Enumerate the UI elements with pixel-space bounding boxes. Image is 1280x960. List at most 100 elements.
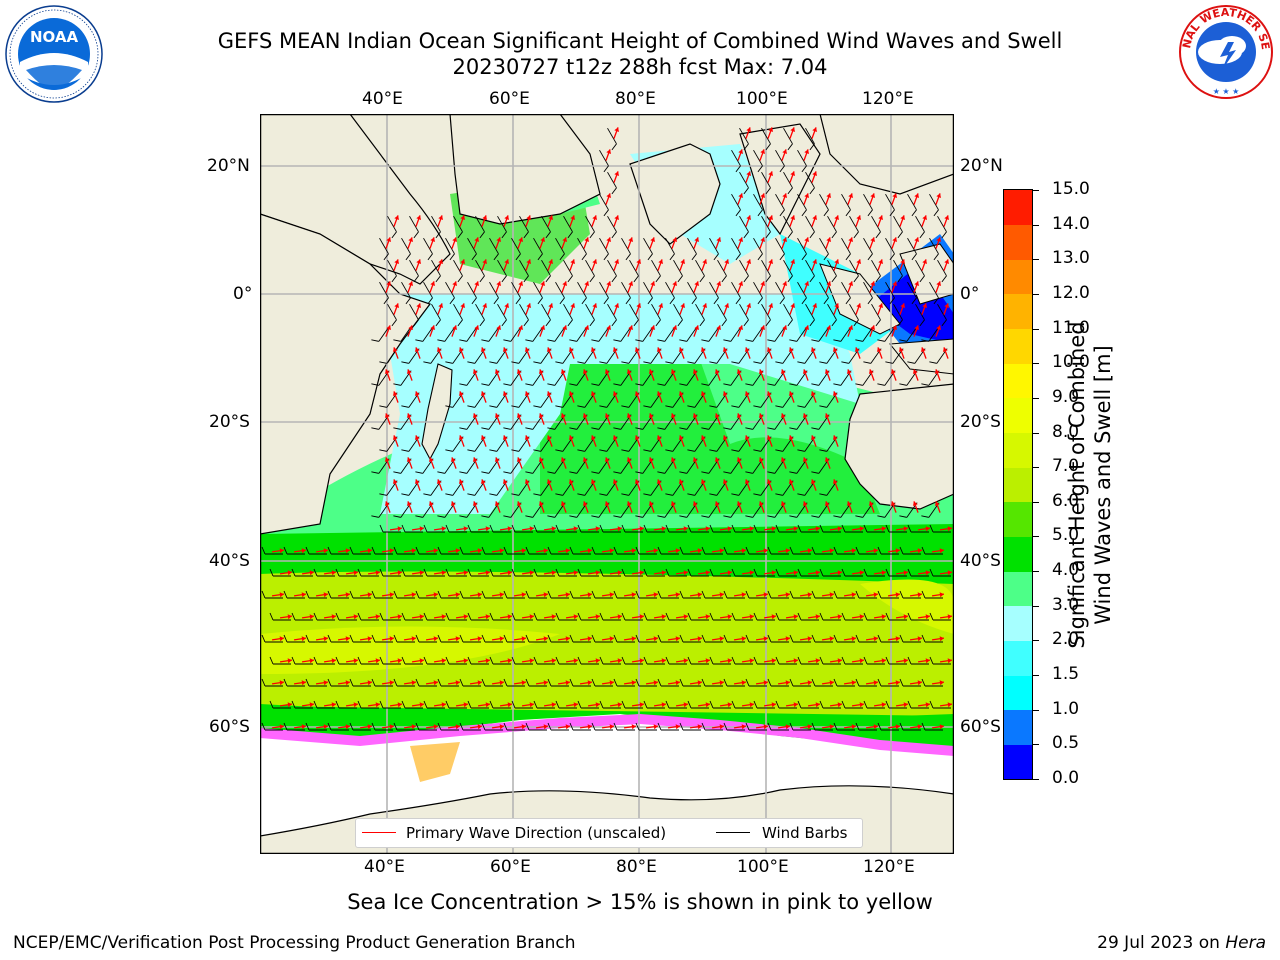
wave-direction-arrow [719, 570, 733, 576]
wind-barb [305, 590, 327, 599]
wind-barb [775, 700, 797, 709]
wind-barb [921, 590, 943, 599]
wind-barb [745, 634, 767, 643]
wind-barb [349, 678, 371, 687]
wave-direction-arrow [766, 435, 773, 447]
wind-barb [701, 678, 723, 687]
wind-barb [547, 546, 569, 555]
wave-direction-arrow [477, 702, 491, 708]
wave-direction-arrow [711, 636, 725, 642]
wind-barb [437, 634, 459, 643]
wind-barb [525, 722, 547, 731]
wind-barb [503, 678, 525, 687]
wave-direction-arrow [943, 303, 950, 315]
wave-direction-arrow [495, 281, 502, 293]
wave-direction-arrow [803, 237, 810, 249]
wind-barb [907, 568, 929, 577]
wave-direction-arrow [403, 724, 417, 730]
wave-direction-arrow [670, 501, 677, 513]
lat-label-left-0: 0° [233, 284, 253, 304]
wind-barb [379, 656, 401, 665]
wind-barb [621, 656, 643, 665]
wind-barb [569, 722, 591, 731]
wave-direction-arrow [678, 435, 685, 447]
wave-direction-arrow [605, 193, 612, 205]
wave-direction-arrow [459, 259, 466, 271]
colorbar-segment [1004, 467, 1032, 503]
lat-label-right-20n: 20°N [960, 156, 1003, 176]
wind-barb [871, 303, 881, 327]
colorbar-tick-label: 0.5 [1052, 733, 1080, 754]
wind-barb [357, 612, 379, 621]
wave-direction-arrow [722, 435, 729, 447]
wave-direction-arrow [543, 526, 557, 532]
wind-barb [929, 656, 951, 665]
wave-direction-arrow [865, 680, 879, 686]
wave-direction-arrow [803, 149, 810, 161]
wind-barb [437, 590, 459, 599]
wave-direction-arrow [745, 127, 752, 139]
wind-barb [569, 590, 591, 599]
wind-barb [937, 303, 947, 327]
wave-direction-arrow [323, 570, 337, 576]
wave-direction-arrow [788, 435, 795, 447]
wave-direction-arrow [693, 237, 700, 249]
colorbar-segment [1004, 640, 1032, 676]
wave-direction-arrow [891, 237, 898, 249]
wave-direction-arrow [415, 303, 422, 315]
wind-barb [899, 722, 921, 731]
wave-direction-arrow [811, 171, 818, 183]
wind-barb [885, 193, 895, 217]
wind-barb [283, 590, 305, 599]
wave-direction-arrow [689, 680, 703, 686]
wave-direction-arrow [315, 724, 329, 730]
wave-direction-arrow [829, 658, 843, 664]
wind-barb [753, 524, 775, 533]
wave-direction-arrow [869, 193, 876, 205]
wave-direction-arrow [447, 724, 461, 730]
run-host: Hera [1225, 933, 1266, 953]
wind-barb [335, 656, 357, 665]
wave-direction-arrow [899, 303, 906, 315]
wind-barb [371, 722, 393, 731]
wave-direction-arrow [425, 724, 439, 730]
wave-direction-arrow [271, 548, 285, 554]
lon-label-top-100e: 100°E [736, 89, 788, 109]
noaa-logo: NOAA [4, 4, 104, 104]
wind-barb [371, 326, 390, 342]
colorbar-segment [1004, 675, 1032, 711]
wind-barb [453, 215, 463, 239]
wind-barb [613, 326, 632, 342]
wave-direction-arrow [450, 501, 457, 513]
wave-direction-arrow [719, 658, 733, 664]
wave-direction-arrow [943, 259, 950, 271]
wave-direction-arrow [829, 614, 843, 620]
wave-direction-arrow [697, 614, 711, 620]
wave-direction-arrow [865, 636, 879, 642]
wave-direction-arrow [789, 259, 796, 271]
wave-direction-arrow [766, 391, 773, 403]
wave-direction-arrow [538, 457, 545, 469]
wind-barb [753, 149, 763, 173]
wave-direction-arrow [543, 614, 557, 620]
wave-direction-arrow [736, 457, 743, 469]
wind-barb [665, 281, 675, 305]
wind-barb [621, 237, 631, 261]
wave-direction-arrow [649, 325, 656, 337]
wind-barb [863, 568, 885, 577]
wave-direction-arrow [337, 724, 351, 730]
wave-direction-arrow [759, 193, 766, 205]
colorbar-tick-mark [1033, 501, 1039, 503]
wave-direction-arrow [744, 347, 751, 359]
wave-direction-arrow [829, 570, 843, 576]
wave-direction-arrow [670, 369, 677, 381]
wind-barb [907, 524, 929, 533]
wave-direction-arrow [491, 636, 505, 642]
wave-direction-arrow [763, 614, 777, 620]
lon-label-top-40e: 40°E [362, 89, 403, 109]
wave-direction-arrow [715, 281, 722, 293]
wind-barb [503, 546, 525, 555]
wind-barb [657, 678, 679, 687]
chart-subtitle: 20230727 t12z 288h fcst Max: 7.04 [452, 55, 828, 79]
wind-barb [599, 524, 621, 533]
